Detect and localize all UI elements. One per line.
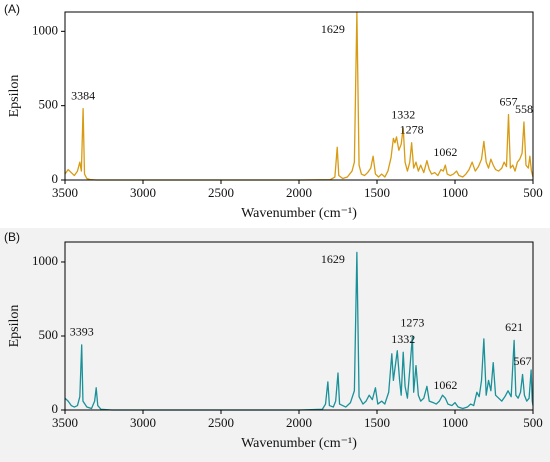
x-axis-label: Wavenumber (cm⁻¹) <box>241 436 357 451</box>
peak-label: 1629 <box>321 252 345 266</box>
y-tick-label: 500 <box>39 327 59 342</box>
x-tick-label: 1500 <box>364 415 390 430</box>
peak-label: 1278 <box>400 123 424 137</box>
y-tick-label: 0 <box>52 401 59 416</box>
x-tick-label: 2000 <box>286 415 312 430</box>
peak-label: 1062 <box>433 378 457 392</box>
y-tick-label: 500 <box>39 97 59 112</box>
panel-b-background <box>0 228 550 462</box>
panel-label: (A) <box>4 2 20 16</box>
y-tick-label: 1000 <box>32 253 58 268</box>
y-axis-label: Epsilon <box>7 75 22 118</box>
peak-label: 1629 <box>321 22 345 36</box>
peak-label: 1062 <box>433 145 457 159</box>
y-axis-label: Epsilon <box>7 305 22 348</box>
x-tick-label: 1500 <box>364 185 390 200</box>
peak-label: 657 <box>500 94 518 108</box>
x-tick-label: 3500 <box>52 415 78 430</box>
x-tick-label: 2000 <box>286 185 312 200</box>
x-tick-label: 1000 <box>442 415 468 430</box>
peak-label: 1332 <box>391 332 415 346</box>
x-tick-label: 1000 <box>442 185 468 200</box>
panel-label: (B) <box>4 230 20 244</box>
peak-label: 558 <box>515 102 533 116</box>
x-axis-label: Wavenumber (cm⁻¹) <box>241 206 357 221</box>
x-tick-label: 500 <box>523 415 543 430</box>
x-tick-label: 3500 <box>52 185 78 200</box>
peak-label: 3384 <box>71 88 95 102</box>
x-tick-label: 2500 <box>208 415 234 430</box>
y-tick-label: 0 <box>52 171 59 186</box>
peak-label: 1273 <box>400 316 424 330</box>
panel-a-background <box>0 0 550 228</box>
peak-label: 621 <box>505 320 523 334</box>
x-tick-label: 3000 <box>130 415 156 430</box>
y-tick-label: 1000 <box>32 22 58 37</box>
x-tick-label: 3000 <box>130 185 156 200</box>
peak-label: 567 <box>514 354 532 368</box>
spectrum-line <box>64 11 534 181</box>
peak-label: 3393 <box>70 325 94 339</box>
x-tick-label: 2500 <box>208 185 234 200</box>
x-tick-label: 500 <box>523 185 543 200</box>
peak-label: 1332 <box>391 108 415 122</box>
